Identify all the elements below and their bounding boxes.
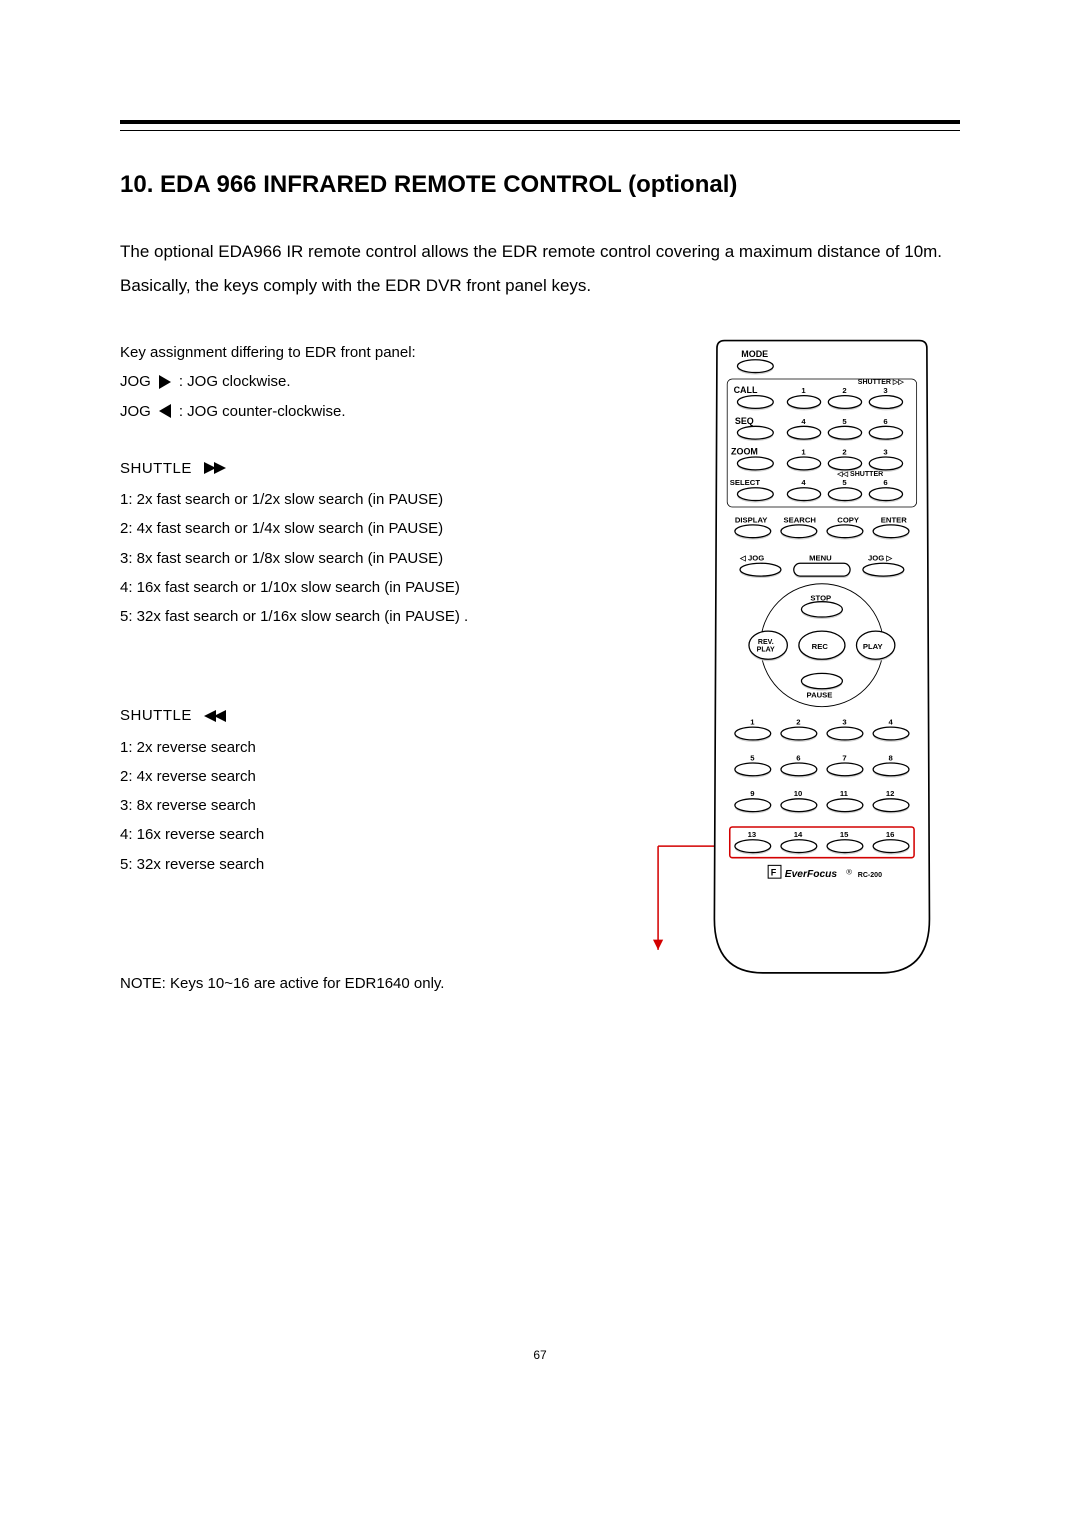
- svg-text:6: 6: [883, 417, 887, 426]
- shuttle-label: SHUTTLE: [120, 454, 192, 483]
- svg-text:13: 13: [748, 830, 757, 839]
- shutter-row-4: 4 5 6: [787, 478, 902, 502]
- svg-text:MENU: MENU: [809, 554, 832, 563]
- svg-text:F: F: [771, 868, 777, 878]
- svg-text:1: 1: [801, 386, 806, 395]
- btn-select: [737, 488, 773, 503]
- label-call: CALL: [734, 385, 758, 395]
- svg-text:®: ®: [846, 867, 852, 876]
- rewind-icon: [204, 710, 226, 722]
- shuttle-forward-heading: SHUTTLE: [120, 454, 608, 483]
- btn-seq: [737, 426, 773, 441]
- svg-text:4: 4: [888, 718, 893, 727]
- shuttle-rev-4: 4: 16x reverse search: [120, 820, 608, 849]
- shuttle-fwd-1: 1: 2x fast search or 1/2x slow search (i…: [120, 485, 608, 514]
- svg-text:3: 3: [842, 718, 846, 727]
- svg-text:PLAY: PLAY: [863, 642, 883, 651]
- page-number: 67: [0, 1348, 1080, 1362]
- shuttle-fwd-4: 4: 16x fast search or 1/10x slow search …: [120, 573, 608, 602]
- shuttle-fwd-3: 3: 8x fast search or 1/8x slow search (i…: [120, 544, 608, 573]
- remote-illustration: MODE CALL SEQ ZOOM SELECT SHUTTER ▷▷ ◁◁ …: [648, 338, 960, 978]
- svg-text:5: 5: [842, 478, 847, 487]
- label-shutter-rev: ◁◁ SHUTTER: [836, 471, 883, 478]
- rule-thin: [120, 130, 960, 131]
- key-assignment-heading: Key assignment differing to EDR front pa…: [120, 338, 608, 367]
- svg-text:PAUSE: PAUSE: [807, 691, 833, 700]
- jog-clockwise-row: JOG : JOG clockwise.: [120, 367, 608, 396]
- svg-text:STOP: STOP: [810, 593, 831, 602]
- label-zoom: ZOOM: [731, 446, 758, 456]
- shuttle-rev-5: 5: 32x reverse search: [120, 850, 608, 879]
- btn-mode: [737, 360, 773, 375]
- svg-text:REV.: REV.: [758, 639, 774, 646]
- svg-text:12: 12: [886, 789, 895, 798]
- svg-text:PLAY: PLAY: [757, 647, 775, 654]
- svg-text:14: 14: [794, 830, 803, 839]
- svg-text:8: 8: [888, 753, 893, 762]
- svg-text:ENTER: ENTER: [881, 515, 907, 524]
- rule-thick: [120, 120, 960, 124]
- svg-text:6: 6: [796, 753, 800, 762]
- shuttle-rev-1: 1: 2x reverse search: [120, 733, 608, 762]
- shuttle-fwd-5: 5: 32x fast search or 1/16x slow search …: [120, 602, 608, 631]
- svg-text:SEARCH: SEARCH: [784, 515, 817, 524]
- jog-label: JOG: [120, 397, 151, 426]
- svg-text:7: 7: [842, 753, 846, 762]
- btn-zoom: [737, 457, 773, 472]
- label-select: SELECT: [730, 478, 761, 487]
- shuttle-rev-3: 3: 8x reverse search: [120, 791, 608, 820]
- left-column: Key assignment differing to EDR front pa…: [120, 338, 608, 998]
- jog-ccw-text: : JOG counter-clockwise.: [179, 397, 346, 426]
- jog-menu-row: ◁ JOG MENU JOG ▷: [739, 554, 904, 578]
- shutter-row-3: 1 2 3: [787, 447, 902, 471]
- page-title: 10. EDA 966 INFRARED REMOTE CONTROL (opt…: [120, 171, 960, 199]
- svg-text:JOG ▷: JOG ▷: [868, 554, 893, 563]
- svg-text:11: 11: [840, 789, 849, 798]
- svg-text:2: 2: [842, 386, 846, 395]
- shuttle-reverse-heading: SHUTTLE: [120, 701, 608, 730]
- svg-text:4: 4: [801, 417, 806, 426]
- intro-paragraph-1: The optional EDA966 IR remote control al…: [120, 239, 960, 265]
- svg-text:RC-200: RC-200: [858, 872, 882, 879]
- jog-counterclockwise-row: JOG : JOG counter-clockwise.: [120, 397, 608, 426]
- svg-text:EverFocus: EverFocus: [785, 869, 838, 880]
- jog-label: JOG: [120, 367, 151, 396]
- svg-text:◁ JOG: ◁ JOG: [739, 554, 764, 563]
- svg-text:10: 10: [794, 789, 803, 798]
- svg-text:5: 5: [842, 417, 847, 426]
- btn-call: [737, 396, 773, 411]
- shuttle-label: SHUTTLE: [120, 701, 192, 730]
- jog-clockwise-text: : JOG clockwise.: [179, 367, 291, 396]
- remote-column: MODE CALL SEQ ZOOM SELECT SHUTTER ▷▷ ◁◁ …: [648, 338, 960, 978]
- shutter-row-1: 1 2 3: [787, 386, 902, 410]
- fast-forward-icon: [204, 462, 226, 474]
- svg-text:16: 16: [886, 830, 895, 839]
- svg-text:6: 6: [883, 478, 887, 487]
- svg-text:1: 1: [750, 718, 755, 727]
- svg-text:2: 2: [842, 447, 846, 456]
- shuttle-rev-2: 2: 4x reverse search: [120, 762, 608, 791]
- svg-text:COPY: COPY: [837, 515, 859, 524]
- svg-text:3: 3: [883, 386, 887, 395]
- callout-line: [653, 846, 714, 950]
- svg-text:DISPLAY: DISPLAY: [735, 515, 768, 524]
- intro-paragraph-2: Basically, the keys comply with the EDR …: [120, 273, 960, 299]
- shuttle-fwd-2: 2: 4x fast search or 1/4x slow search (i…: [120, 514, 608, 543]
- note-text: NOTE: Keys 10~16 are active for EDR1640 …: [120, 969, 608, 998]
- svg-text:5: 5: [750, 753, 755, 762]
- svg-text:1: 1: [801, 447, 806, 456]
- play-left-icon: [159, 404, 171, 418]
- svg-text:3: 3: [883, 447, 887, 456]
- shutter-row-2: 4 5 6: [787, 417, 902, 441]
- svg-text:9: 9: [750, 789, 754, 798]
- label-shutter-fwd: SHUTTER ▷▷: [858, 379, 905, 386]
- svg-text:15: 15: [840, 830, 849, 839]
- svg-text:REC: REC: [812, 642, 829, 651]
- label-mode: MODE: [741, 349, 768, 359]
- label-seq: SEQ: [735, 416, 754, 426]
- svg-text:2: 2: [796, 718, 800, 727]
- play-right-icon: [159, 375, 171, 389]
- svg-text:4: 4: [801, 478, 806, 487]
